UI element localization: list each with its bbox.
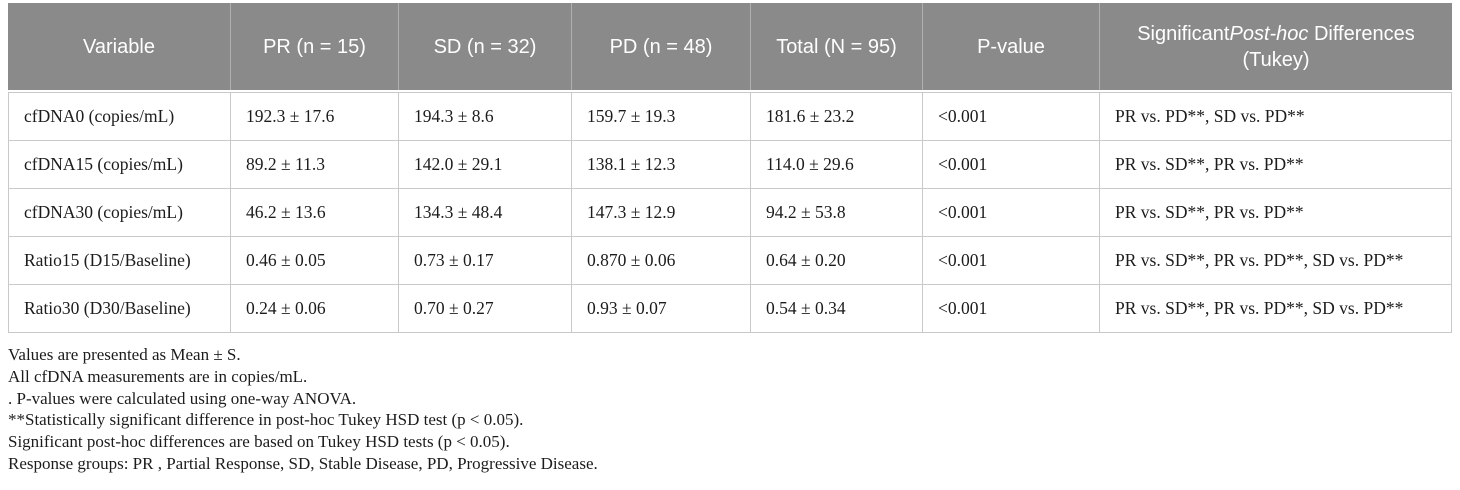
cell-posthoc: PR vs. SD**, PR vs. PD** (1099, 141, 1451, 188)
cell-pr: 192.3 ± 17.6 (230, 93, 398, 140)
column-header-variable: Variable (8, 3, 230, 90)
cell-pd: 147.3 ± 12.9 (571, 189, 750, 236)
cell-pr: 89.2 ± 11.3 (230, 141, 398, 188)
footnote-line: Values are presented as Mean ± S. (8, 345, 241, 364)
cell-pd: 138.1 ± 12.3 (571, 141, 750, 188)
cell-variable: cfDNA15 (copies/mL) (24, 154, 183, 174)
cell-pr: 46.2 ± 13.6 (230, 189, 398, 236)
column-header-label: P-value (977, 35, 1045, 58)
cell-total: 0.64 ± 0.20 (750, 237, 922, 284)
cell-sd: 194.3 ± 8.6 (398, 93, 571, 140)
cell-total: 114.0 ± 29.6 (750, 141, 922, 188)
cell-variable: cfDNA0 (copies/mL) (24, 106, 175, 126)
posthoc-italic: Post-hoc (1229, 22, 1309, 45)
cell-pvalue: <0.001 (922, 237, 1099, 284)
cell-sd: 142.0 ± 29.1 (398, 141, 571, 188)
cell-pr: 0.24 ± 0.06 (230, 285, 398, 332)
cell-variable: Ratio30 (D30/Baseline) (24, 298, 191, 318)
cell-posthoc: PR vs. SD**, PR vs. PD**, SD vs. PD** (1099, 237, 1451, 284)
footnote-line: Response groups: PR , Partial Response, … (8, 453, 598, 473)
table-footnotes: Values are presented as Mean ± S. All cf… (8, 344, 1460, 475)
cell-posthoc: PR vs. SD**, PR vs. PD** (1099, 189, 1451, 236)
table-row: cfDNA15 (copies/mL) 89.2 ± 11.3 142.0 ± … (9, 141, 1451, 189)
cell-pd: 0.870 ± 0.06 (571, 237, 750, 284)
cell-pvalue: <0.001 (922, 93, 1099, 140)
footnote-line: All cfDNA measurements are in copies/mL. (8, 366, 308, 386)
cell-total: 94.2 ± 53.8 (750, 189, 922, 236)
cell-variable: Ratio15 (D15/Baseline) (24, 250, 191, 270)
column-header-sd: SD (n = 32) (398, 3, 571, 90)
posthoc-suffix: Differences (Tukey) (1242, 22, 1415, 71)
column-header-pr: PR (n = 15) (230, 3, 398, 90)
table-row: cfDNA30 (copies/mL) 46.2 ± 13.6 134.3 ± … (9, 189, 1451, 237)
column-header-label: Total (N = 95) (776, 35, 897, 58)
cell-pvalue: <0.001 (922, 189, 1099, 236)
footnote-line: **Statistically significant difference i… (8, 410, 524, 430)
column-header-total: Total (N = 95) (750, 3, 922, 90)
column-header-label: PR (n = 15) (263, 35, 366, 58)
table-row: Ratio15 (D15/Baseline) 0.46 ± 0.05 0.73 … (9, 237, 1451, 285)
cell-pvalue: <0.001 (922, 141, 1099, 188)
cell-variable: cfDNA30 (copies/mL) (24, 202, 183, 222)
table-header-row: Variable PR (n = 15) SD (n = 32) PD (n =… (8, 3, 1452, 90)
cell-posthoc: PR vs. PD**, SD vs. PD** (1099, 93, 1451, 140)
table-row: Ratio30 (D30/Baseline) 0.24 ± 0.06 0.70 … (9, 285, 1451, 332)
table-body: cfDNA0 (copies/mL) 192.3 ± 17.6 194.3 ± … (8, 92, 1452, 333)
cell-sd: 0.70 ± 0.27 (398, 285, 571, 332)
column-header-label: SD (n = 32) (433, 35, 537, 58)
footnote-line: . P-values were calculated using one-way… (8, 388, 357, 408)
column-header-label: Variable (83, 35, 155, 58)
footnote-line: Significant post-hoc differences are bas… (8, 432, 510, 452)
cell-pr: 0.46 ± 0.05 (230, 237, 398, 284)
posthoc-prefix: Significant (1137, 22, 1230, 45)
cell-total: 0.54 ± 0.34 (750, 285, 922, 332)
results-table: Variable PR (n = 15) SD (n = 32) PD (n =… (8, 3, 1452, 333)
cell-sd: 0.73 ± 0.17 (398, 237, 571, 284)
cell-pd: 0.93 ± 0.07 (571, 285, 750, 332)
column-header-label: PD (n = 48) (609, 35, 713, 58)
cell-total: 181.6 ± 23.2 (750, 93, 922, 140)
cell-pvalue: <0.001 (922, 285, 1099, 332)
column-header-label: SignificantPost-hoc Differences (Tukey) (1110, 21, 1442, 73)
table-row: cfDNA0 (copies/mL) 192.3 ± 17.6 194.3 ± … (9, 93, 1451, 141)
cell-sd: 134.3 ± 48.4 (398, 189, 571, 236)
column-header-pvalue: P-value (922, 3, 1099, 90)
column-header-posthoc: SignificantPost-hoc Differences (Tukey) (1099, 3, 1452, 90)
cell-posthoc: PR vs. SD**, PR vs. PD**, SD vs. PD** (1099, 285, 1451, 332)
cell-pd: 159.7 ± 19.3 (571, 93, 750, 140)
column-header-pd: PD (n = 48) (571, 3, 750, 90)
